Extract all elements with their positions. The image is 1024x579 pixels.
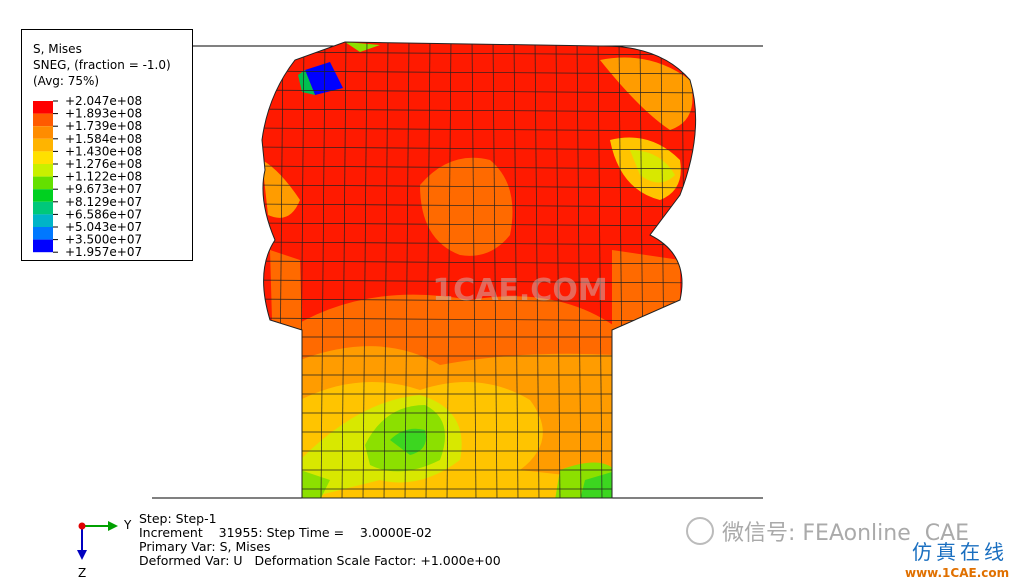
legend-label: +8.129e+07 <box>65 195 142 209</box>
legend-label: +5.043e+07 <box>65 220 142 234</box>
legend: S, Mises SNEG, (fraction = -1.0) (Avg: 7… <box>33 42 171 259</box>
mesh-line <box>513 42 519 498</box>
legend-label: +3.500e+07 <box>65 233 142 247</box>
info-line: Deformed Var: U Deformation Scale Factor… <box>139 553 501 568</box>
mesh-line <box>534 42 540 498</box>
legend-title: S, Mises <box>33 42 82 56</box>
legend-label: +1.584e+08 <box>65 132 142 146</box>
legend-label: +9.673e+07 <box>65 182 142 196</box>
legend-swatch <box>33 101 53 114</box>
mesh-line <box>471 42 477 498</box>
mesh-line <box>262 127 696 132</box>
legend-label: +1.739e+08 <box>65 119 142 133</box>
mesh-line <box>320 42 326 498</box>
info-line: Step: Step-1 <box>139 511 217 526</box>
info-line: Primary Var: S, Mises <box>139 539 270 554</box>
watermark: 微信号: FEAonline CAE <box>722 521 969 546</box>
legend-label: +2.047e+08 <box>65 94 142 108</box>
legend-label: +1.430e+08 <box>65 144 142 158</box>
legend-swatch <box>33 151 53 164</box>
mesh-line <box>262 279 696 284</box>
mesh-line <box>262 260 696 265</box>
mesh-line <box>446 42 452 498</box>
legend-swatch <box>33 239 53 253</box>
watermark: www.1CAE.com <box>905 566 1009 579</box>
legend-swatch <box>33 126 53 139</box>
mesh-line <box>262 203 696 208</box>
mesh-line <box>262 184 696 189</box>
mesh-line <box>262 146 696 151</box>
axis-label: Y <box>123 518 132 532</box>
legend-label: +1.276e+08 <box>65 157 142 171</box>
axis-label: Z <box>78 566 86 579</box>
mesh-line <box>404 42 410 498</box>
legend-label: +1.893e+08 <box>65 107 142 121</box>
info-line: Increment 31955: Step Time = 3.0000E-02 <box>139 525 432 540</box>
legend-swatch <box>33 176 53 190</box>
axis-triad: Y Z <box>77 518 132 579</box>
step-info: Step: Step-1 Increment 31955: Step Time … <box>139 511 501 568</box>
wechat-icon <box>686 517 714 545</box>
mesh-line <box>492 42 498 498</box>
legend-swatch <box>33 201 53 215</box>
legend-swatch <box>33 214 53 227</box>
legend-swatch <box>33 164 53 177</box>
mesh-line <box>555 42 561 498</box>
watermarks: 微信号: FEAonline CAE 仿真在线 www.1CAE.com <box>686 517 1009 579</box>
legend-label: +6.586e+07 <box>65 207 142 221</box>
watermark: 1CAE.COM <box>432 273 607 308</box>
legend-swatch <box>33 113 53 127</box>
legend-swatch <box>33 138 53 152</box>
mesh-line <box>262 298 696 303</box>
mesh-line <box>576 42 582 498</box>
mesh-line <box>341 42 347 498</box>
mesh-line <box>262 70 696 75</box>
legend-swatch <box>33 227 53 240</box>
legend-label: +1.957e+07 <box>65 245 142 259</box>
mesh-line <box>262 241 696 246</box>
mesh-line <box>362 42 368 498</box>
mesh-line <box>262 108 696 113</box>
model-outline <box>261 41 697 499</box>
mesh-line <box>262 89 696 94</box>
mesh-line <box>262 222 696 227</box>
watermark: 仿真在线 <box>912 540 1008 564</box>
legend-title: SNEG, (fraction = -1.0) <box>33 58 171 72</box>
mesh-line <box>383 42 389 498</box>
mesh-line <box>597 42 603 498</box>
legend-swatch <box>33 189 53 202</box>
mesh-line <box>262 51 696 56</box>
contour-model <box>262 42 696 498</box>
legend-label: +1.122e+08 <box>65 170 142 184</box>
mesh-line <box>262 42 263 498</box>
mesh-line <box>425 42 431 498</box>
mesh-line <box>262 165 696 170</box>
legend-title: (Avg: 75%) <box>33 74 99 88</box>
